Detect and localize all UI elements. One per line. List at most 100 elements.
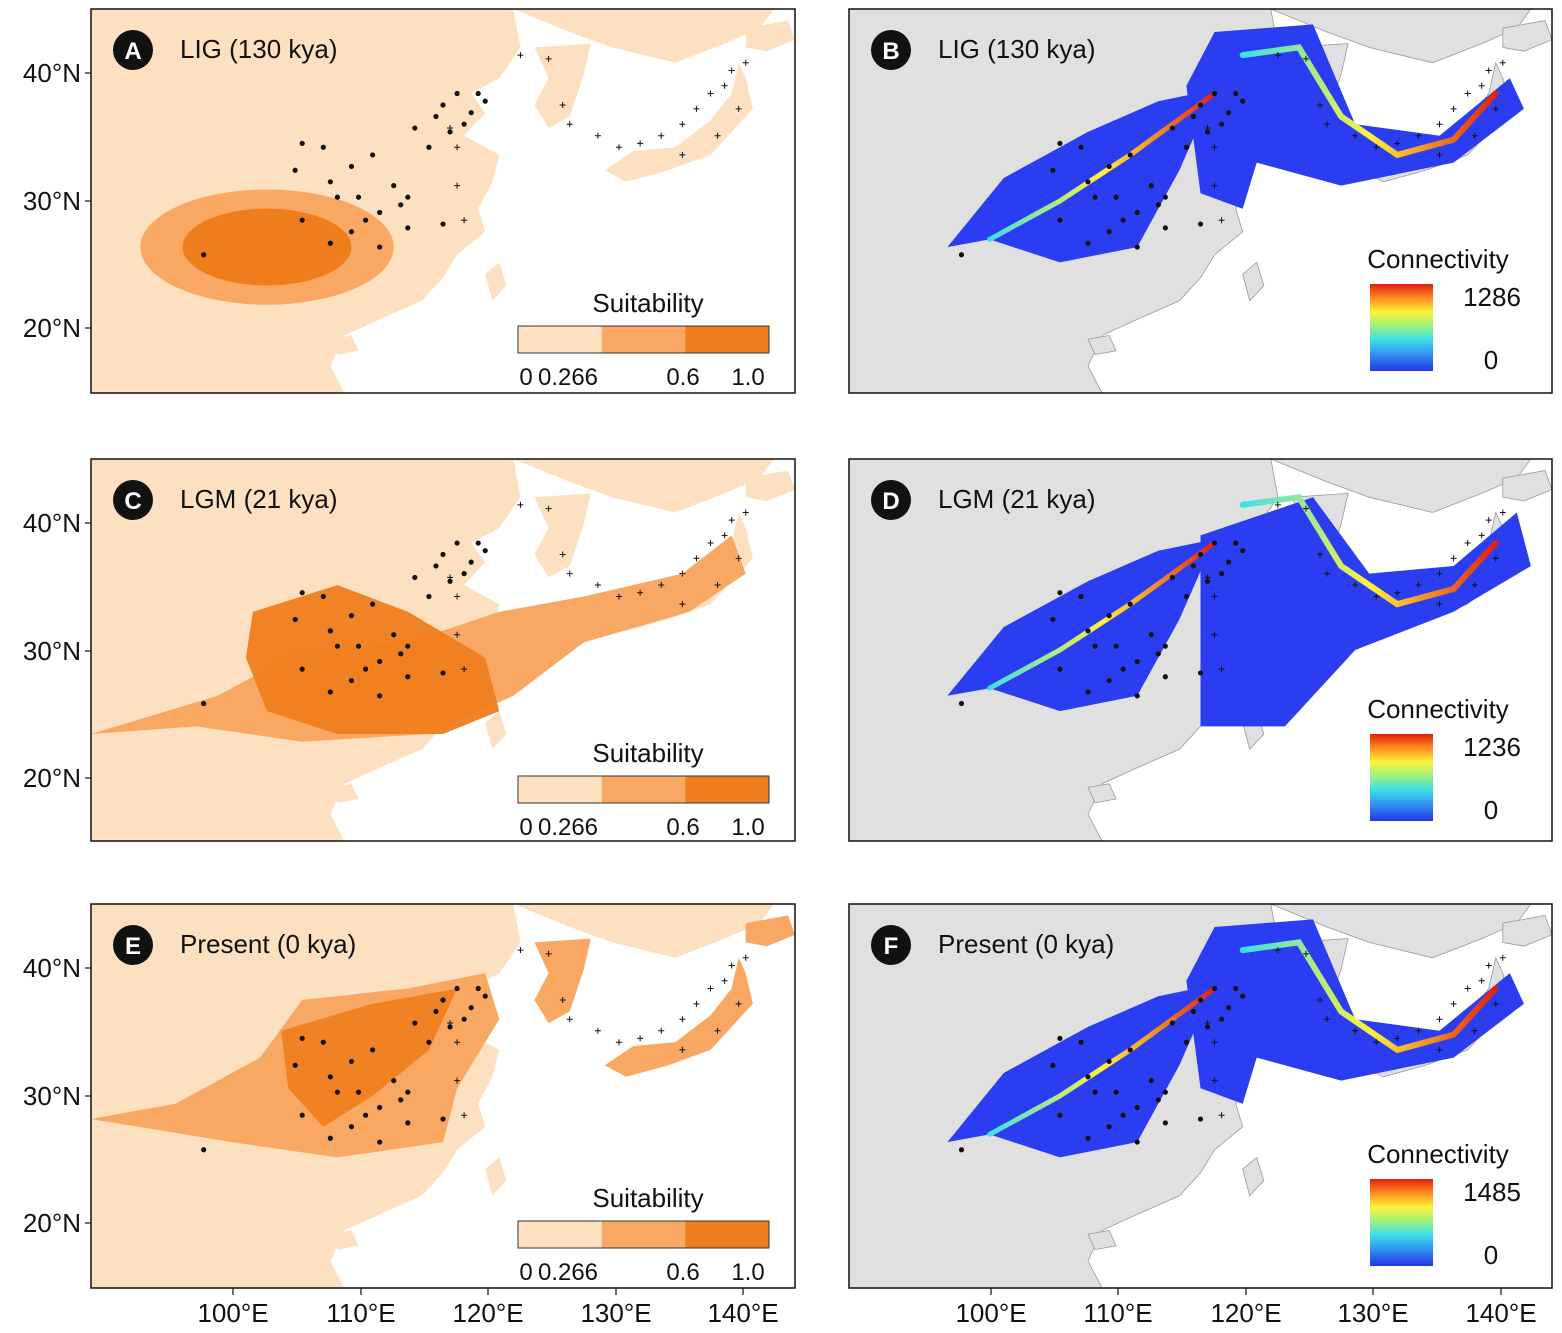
- sample-point: [1226, 1005, 1232, 1011]
- legend-title: Connectivity: [1367, 244, 1509, 274]
- sample-point: [398, 1097, 404, 1103]
- sample-point: [320, 144, 326, 150]
- legend-box: [517, 775, 770, 804]
- cross-point: [1464, 90, 1471, 97]
- longitude-tick-label: 130°E: [580, 1298, 651, 1328]
- panel-letter-badge: [113, 480, 153, 520]
- sample-point: [433, 563, 439, 569]
- cross-point: [1204, 125, 1211, 132]
- suitability-japan-zone: [604, 957, 753, 1077]
- cross-point: [566, 570, 573, 577]
- sample-point: [482, 548, 488, 554]
- land-hokkaido: [1502, 915, 1552, 947]
- cross-point: [1478, 977, 1485, 984]
- legend-color-bar: [1370, 284, 1433, 371]
- sample-point: [1050, 167, 1056, 173]
- suitability-legend: Suitability 0 0.266 0.6 1.0: [517, 1183, 770, 1286]
- sample-point: [398, 202, 404, 208]
- land-taiwan: [485, 711, 507, 750]
- cross-point: [679, 151, 686, 158]
- cross-point: [1211, 631, 1218, 638]
- legend-tick-label: 0: [519, 1259, 532, 1286]
- sample-point: [1155, 202, 1161, 208]
- sample-point: [447, 578, 453, 584]
- sample-point: [433, 1008, 439, 1015]
- suitability-korea-zone: [534, 938, 591, 1023]
- sample-point: [292, 167, 298, 173]
- sample-point: [426, 144, 432, 150]
- sample-point: [1197, 102, 1204, 108]
- sample-point: [468, 559, 474, 565]
- cross-point: [545, 950, 552, 957]
- cross-point: [447, 1020, 454, 1027]
- cross-point: [1499, 509, 1506, 516]
- cross-point: [1352, 132, 1359, 139]
- sample-point: [327, 240, 333, 246]
- sample-point: [433, 113, 439, 120]
- sample-point: [1240, 993, 1246, 999]
- sample-point: [299, 590, 305, 596]
- cross-point: [637, 589, 644, 596]
- sample-point: [475, 90, 481, 97]
- sample-point: [461, 121, 467, 127]
- longitude-tick-label: 130°E: [1337, 1298, 1408, 1328]
- sample-point: [1162, 643, 1168, 649]
- cross-point: [1415, 132, 1422, 139]
- cross-point: [1478, 532, 1485, 539]
- suitability-legend: Suitability 0 0.266 0.6 1.0: [517, 288, 770, 391]
- cross-point: [1450, 105, 1457, 112]
- legend-swatch: [685, 326, 769, 353]
- sample-point: [1050, 1062, 1056, 1068]
- sample-point: [1240, 98, 1246, 104]
- sample-point: [370, 152, 376, 158]
- sample-point: [1204, 129, 1211, 135]
- legend-tick-label: 0.6: [666, 364, 699, 391]
- latitude-tick-label: 30°N: [23, 636, 81, 666]
- panel-letter: F: [884, 933, 899, 960]
- sample-point: [398, 651, 404, 657]
- sample-point: [482, 98, 488, 104]
- cross-point: [566, 1016, 573, 1023]
- longitude-tick-label: 140°E: [1465, 1298, 1536, 1328]
- cross-point: [1485, 517, 1492, 524]
- latitude-tick-label: 40°N: [23, 508, 81, 538]
- sample-point: [958, 1147, 965, 1153]
- cross-point: [1211, 1039, 1218, 1046]
- land-hokkaido: [745, 20, 795, 52]
- sample-point: [1162, 674, 1168, 680]
- sample-point: [1092, 643, 1098, 649]
- sample-point: [1162, 194, 1168, 200]
- sample-point: [320, 593, 326, 600]
- sample-point: [1127, 601, 1133, 607]
- panel-title: LIG (130 kya): [938, 34, 1096, 64]
- sample-point: [454, 985, 460, 992]
- cross-point: [1324, 121, 1331, 128]
- sample-point: [1134, 244, 1140, 250]
- cross-point: [1373, 144, 1380, 151]
- cross-point: [1464, 985, 1471, 992]
- sample-point: [468, 110, 474, 116]
- sample-point: [327, 179, 333, 185]
- sample-point: [355, 194, 362, 200]
- cross-point: [679, 601, 686, 608]
- legend-tick-label: 0: [519, 364, 532, 391]
- sample-point: [440, 670, 446, 676]
- map-area: [849, 904, 1552, 1288]
- cross-point: [742, 59, 749, 66]
- sample-point: [1106, 1058, 1112, 1065]
- land-korea: [534, 493, 591, 578]
- sample-point: [958, 252, 965, 258]
- cross-point: [1436, 121, 1443, 128]
- connectivity-legend: Connectivity 1286 0: [1367, 244, 1521, 375]
- legend-tick-label: 0.266: [538, 1259, 598, 1286]
- legend-swatch: [518, 776, 602, 803]
- sample-point: [1106, 677, 1112, 684]
- cross-point: [1274, 52, 1281, 59]
- cross-point: [559, 997, 566, 1003]
- sample-point: [1085, 689, 1091, 695]
- legend-title: Suitability: [592, 1183, 703, 1213]
- sample-point: [391, 183, 397, 189]
- panel-letter-badge: [871, 30, 911, 70]
- cross-point: [742, 954, 749, 961]
- sample-point: [1050, 616, 1056, 623]
